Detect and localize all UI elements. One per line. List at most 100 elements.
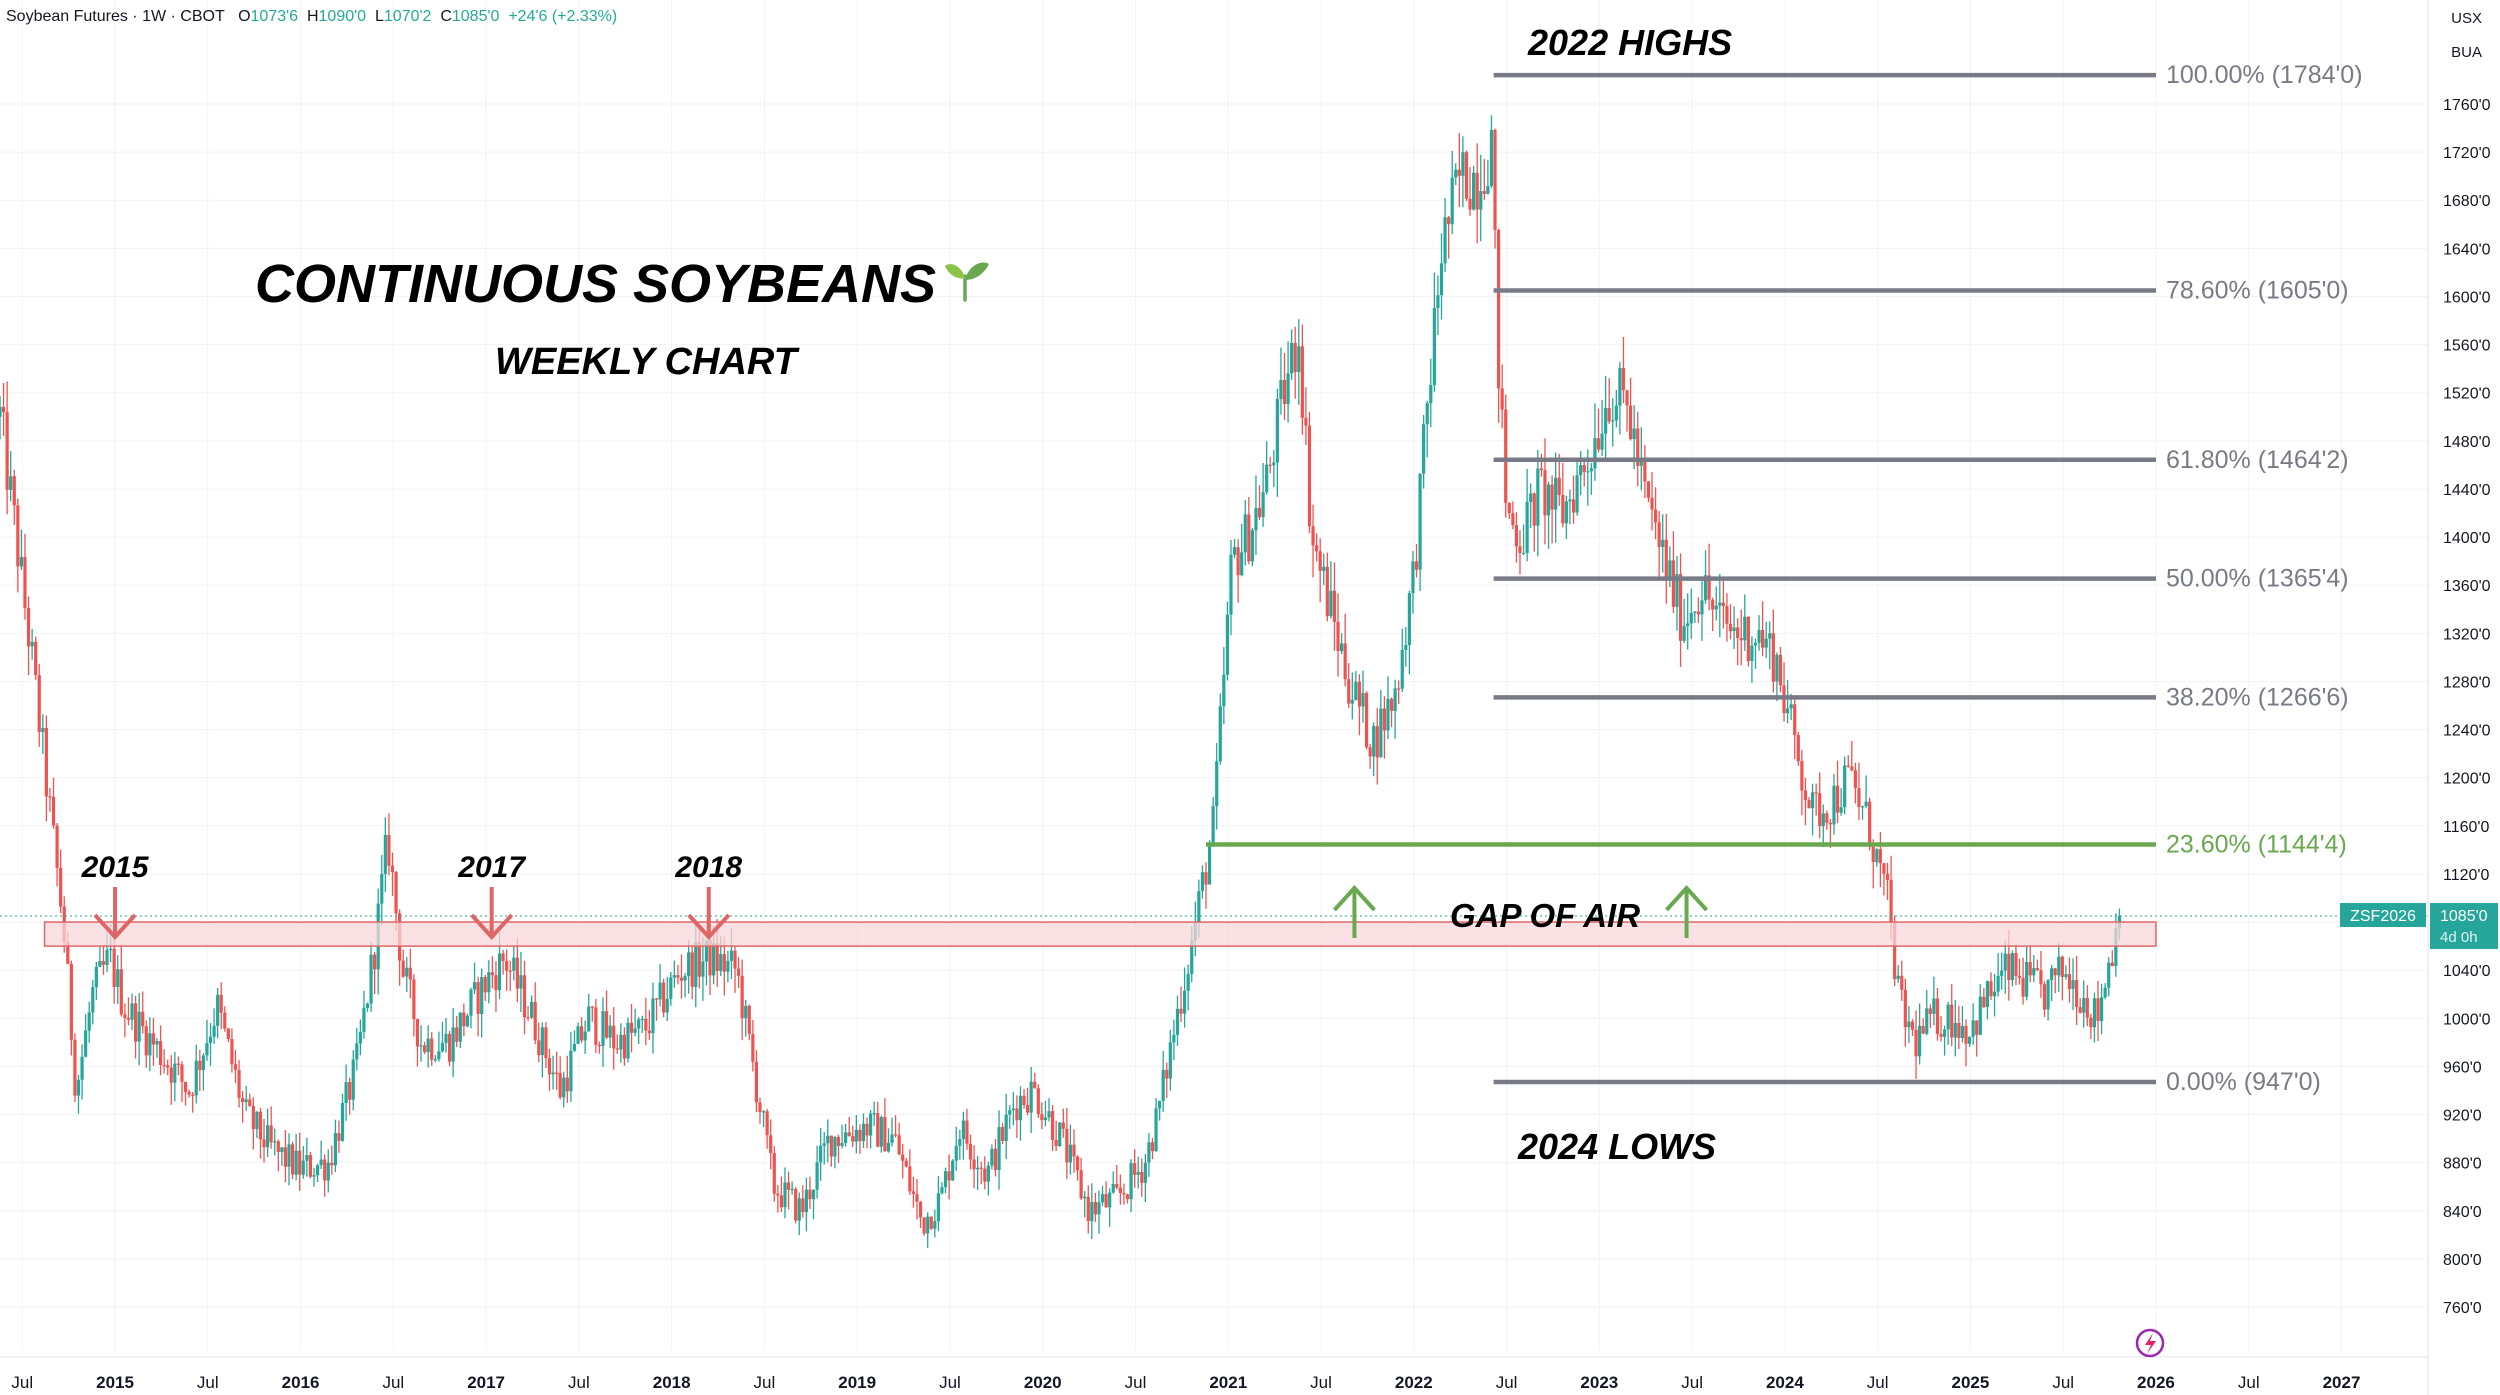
candle-body xyxy=(594,1007,598,1045)
candle-body xyxy=(1810,792,1815,809)
time-tick-label: 2019 xyxy=(838,1373,876,1392)
candle-body xyxy=(804,1189,808,1213)
candle-body xyxy=(201,1055,205,1071)
candle-body xyxy=(1582,465,1586,473)
candle-body xyxy=(162,1065,166,1067)
candle-body xyxy=(1261,492,1265,518)
candle-body xyxy=(1893,922,1897,979)
candle-body xyxy=(943,1171,948,1188)
candle-body xyxy=(1425,403,1429,425)
candle-body xyxy=(1925,1008,1929,1034)
candle-body xyxy=(2050,968,2054,981)
candle-body xyxy=(55,825,59,868)
candle-body xyxy=(148,1033,152,1056)
candle-body xyxy=(1275,399,1279,463)
candle-body xyxy=(66,942,70,964)
candle-body xyxy=(669,977,673,999)
candle-body xyxy=(1265,464,1269,493)
candle-body xyxy=(654,998,659,1000)
candle-body xyxy=(1329,590,1333,617)
candle-body xyxy=(922,1217,926,1234)
candle-body xyxy=(166,1065,170,1068)
candle-body xyxy=(205,1042,209,1056)
candle-body xyxy=(1835,785,1840,813)
candle-body xyxy=(1043,1117,1048,1121)
candle-body xyxy=(1511,513,1515,526)
candle-body xyxy=(733,950,737,969)
candle-body xyxy=(380,874,384,904)
candle-body xyxy=(1111,1183,1115,1193)
candle-body xyxy=(1950,1004,1954,1038)
candle-body xyxy=(993,1148,998,1171)
candle-body xyxy=(844,1132,848,1144)
candle-body xyxy=(1957,1022,1961,1039)
candle-body xyxy=(2053,968,2057,976)
time-tick-label: 2017 xyxy=(467,1373,505,1392)
candle-body xyxy=(1935,998,1940,1034)
candle-body xyxy=(1757,629,1761,643)
candle-body xyxy=(1621,368,1626,391)
candle-body xyxy=(1225,614,1230,675)
candle-body xyxy=(1179,1008,1183,1014)
candle-body xyxy=(487,972,491,993)
candle-body xyxy=(158,1041,163,1066)
candle-body xyxy=(401,960,405,977)
sprout-leaf-left xyxy=(945,264,965,279)
candle-body xyxy=(472,982,477,990)
time-tick-label: 2024 xyxy=(1766,1373,1804,1392)
resistance-zone[interactable] xyxy=(43,921,2157,947)
candle-body xyxy=(965,1120,969,1144)
candle-body xyxy=(1347,679,1351,704)
price-tick-label: 760'0 xyxy=(2443,1300,2482,1317)
candle-body xyxy=(1711,599,1715,610)
candle-body xyxy=(851,1136,855,1142)
candle-body xyxy=(808,1189,812,1200)
candle-body xyxy=(76,1079,81,1096)
candle-body xyxy=(1596,438,1601,450)
candle-body xyxy=(1,406,6,413)
candle-body xyxy=(951,1160,955,1181)
candle-body xyxy=(1068,1144,1073,1163)
candle-body xyxy=(1079,1170,1083,1199)
year-label-2017: 2017 xyxy=(457,851,526,884)
candle-body xyxy=(1236,547,1240,576)
candle-body xyxy=(626,1022,630,1059)
symbol-tag xyxy=(2340,903,2426,928)
candle-body xyxy=(1825,813,1829,823)
candle-body xyxy=(861,1123,866,1142)
price-tick-label: 1520'0 xyxy=(2443,386,2491,403)
symbol-name[interactable]: Soybean Futures · 1W · CBOT xyxy=(6,8,225,25)
candle-body xyxy=(1339,643,1344,652)
candle-body xyxy=(2092,998,2097,1028)
price-tick-label: 1320'0 xyxy=(2443,626,2491,643)
candle-body xyxy=(865,1123,869,1136)
candle-body xyxy=(1083,1196,1087,1199)
candle-body xyxy=(836,1137,841,1146)
candle-body xyxy=(1479,191,1483,210)
candle-body xyxy=(1518,546,1522,554)
candle-body xyxy=(430,1038,434,1060)
candle-body xyxy=(1864,801,1868,807)
candle-body xyxy=(1307,425,1312,527)
candle-body xyxy=(176,1063,181,1065)
candle-body xyxy=(1967,1036,1972,1044)
candle-body xyxy=(1789,704,1793,709)
candle-body xyxy=(2078,1007,2082,1013)
down-arrow-head xyxy=(470,913,514,940)
candle-body xyxy=(629,1022,634,1033)
candle-body xyxy=(893,1134,898,1136)
candle-body xyxy=(569,1050,573,1092)
candle-body xyxy=(183,1081,188,1092)
candle-body xyxy=(1250,530,1254,562)
lightning-icon[interactable] xyxy=(2135,1328,2165,1358)
unit-label[interactable]: BUA xyxy=(2451,44,2482,61)
currency-label[interactable]: USX xyxy=(2451,10,2482,27)
down-arrow-head xyxy=(687,913,731,940)
candle-body xyxy=(1546,484,1551,516)
candle-body xyxy=(51,796,56,826)
candle-body xyxy=(112,948,116,988)
price-tag[interactable] xyxy=(2430,903,2498,950)
candle-body xyxy=(1928,1008,1932,1014)
candle-body xyxy=(244,1099,248,1103)
